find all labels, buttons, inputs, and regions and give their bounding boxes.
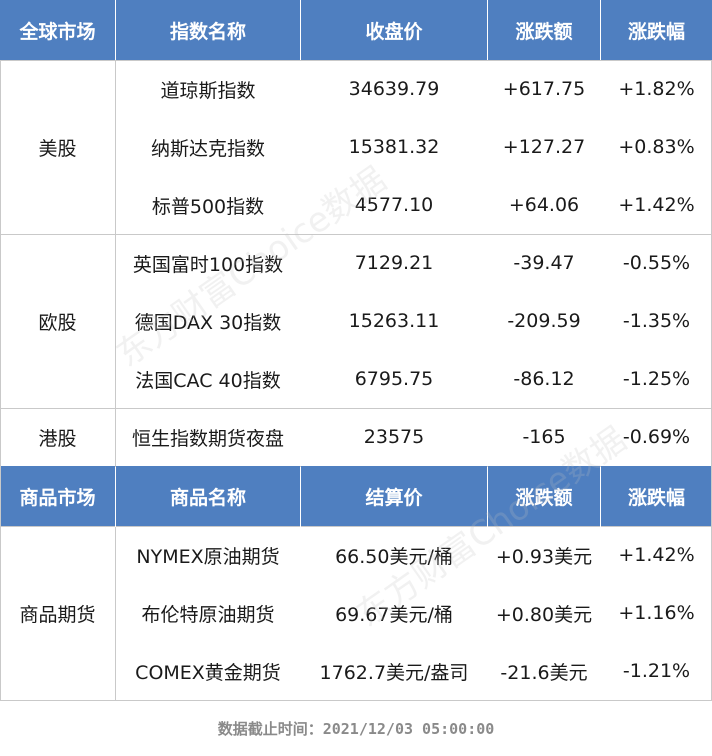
column-divider [0, 60, 1, 700]
index-change: +127.27 [502, 136, 586, 158]
market-group-label: 港股 [38, 427, 77, 450]
index-change-pct: -1.35% [622, 310, 691, 332]
commodity-header-col-4: 涨跌幅 [601, 466, 712, 526]
index-price: 15381.32 [348, 136, 440, 158]
index-change: -39.47 [513, 252, 575, 274]
index-change-pct: +1.42% [618, 194, 695, 216]
commodity-header-col-1: 商品名称 [116, 466, 300, 526]
index-header-col-3: 涨跌额 [488, 0, 600, 60]
index-header-col-0: 全球市场 [0, 0, 115, 60]
commodity-item-name: 布伦特原油期货 [141, 603, 275, 626]
index-header-col-1: 指数名称 [116, 0, 300, 60]
index-change-pct: -1.25% [622, 368, 691, 390]
index-item-name: 标普500指数 [151, 195, 265, 218]
commodity-header-col-2: 结算价 [301, 466, 487, 526]
index-item-name: 纳斯达克指数 [150, 137, 265, 160]
index-header-col-2: 收盘价 [301, 0, 487, 60]
index-change: -209.59 [507, 310, 581, 332]
index-item-name: 恒生指数期货夜盘 [131, 427, 284, 450]
header-separator [600, 0, 601, 60]
commodity-group-label: 商品期货 [19, 603, 96, 626]
index-header-col-4: 涨跌幅 [601, 0, 712, 60]
index-item-name: 德国DAX 30指数 [134, 311, 282, 334]
row-divider [0, 408, 712, 409]
index-price: 34639.79 [348, 78, 440, 100]
index-price: 6795.75 [354, 368, 434, 390]
header-separator [300, 0, 301, 60]
header-separator [487, 0, 488, 60]
commodity-change-pct: +1.16% [618, 602, 695, 624]
column-divider [115, 234, 116, 408]
column-divider [115, 526, 116, 700]
column-divider [115, 60, 116, 234]
market-group-label: 美股 [38, 137, 77, 160]
header-separator [600, 467, 601, 527]
commodity-change-pct: +1.42% [618, 544, 695, 566]
commodity-item-name: NYMEX原油期货 [136, 545, 280, 568]
index-item-name: 道琼斯指数 [160, 79, 256, 102]
index-change-pct: +0.83% [618, 136, 695, 158]
commodity-header-col-0: 商品市场 [0, 466, 115, 526]
index-price: 4577.10 [354, 194, 434, 216]
index-price: 23575 [363, 426, 425, 448]
row-divider [0, 60, 712, 61]
index-item-name: 法国CAC 40指数 [135, 369, 281, 392]
index-change-pct: +1.82% [618, 78, 695, 100]
header-separator [300, 467, 301, 527]
row-divider [0, 526, 712, 527]
header-separator [487, 467, 488, 527]
header-separator [115, 0, 116, 60]
index-change-pct: -0.69% [622, 426, 691, 448]
commodity-change: +0.80美元 [495, 603, 593, 626]
index-price: 15263.11 [348, 310, 440, 332]
header-separator [115, 467, 116, 527]
commodity-price: 66.50美元/桶 [335, 545, 453, 568]
commodity-price: 69.67美元/桶 [335, 603, 453, 626]
row-divider [0, 700, 712, 701]
commodity-header-col-3: 涨跌额 [488, 466, 600, 526]
commodity-change: +0.93美元 [495, 545, 593, 568]
index-change: -86.12 [513, 368, 575, 390]
index-change: +64.06 [508, 194, 580, 216]
index-item-name: 英国富时100指数 [132, 253, 284, 276]
data-cutoff-time: 数据截止时间：2021/12/03 05:00:00 [217, 719, 495, 738]
commodity-price: 1762.7美元/盎司 [319, 661, 469, 684]
commodity-item-name: COMEX黄金期货 [135, 661, 281, 684]
market-group-label: 欧股 [38, 311, 77, 334]
column-divider [115, 408, 116, 466]
commodity-change-pct: -1.21% [622, 660, 691, 682]
commodity-change: -21.6美元 [500, 661, 588, 684]
index-change: +617.75 [502, 78, 586, 100]
index-price: 7129.21 [354, 252, 434, 274]
row-divider [0, 234, 712, 235]
index-change: -165 [522, 426, 566, 448]
index-change-pct: -0.55% [622, 252, 691, 274]
